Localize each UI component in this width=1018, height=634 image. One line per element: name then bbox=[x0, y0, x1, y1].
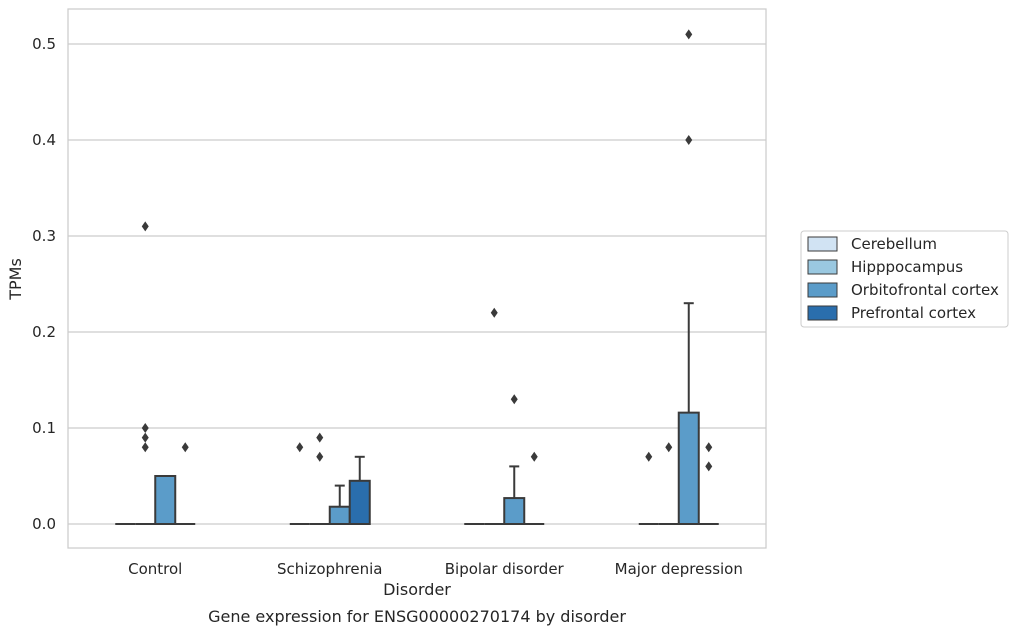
legend-label: Prefrontal cortex bbox=[851, 304, 976, 322]
outlier-point bbox=[490, 307, 498, 318]
y-tick-label: 0.2 bbox=[32, 323, 56, 341]
box bbox=[154, 475, 177, 525]
legend-swatch bbox=[807, 282, 838, 298]
x-axis-title: Disorder bbox=[383, 580, 451, 599]
outlier-point bbox=[530, 451, 538, 462]
y-tick-label: 0.5 bbox=[32, 35, 56, 53]
legend-frame bbox=[800, 230, 1009, 328]
box bbox=[503, 497, 526, 525]
chart-caption: Gene expression for ENSG00000270174 by d… bbox=[208, 607, 626, 626]
x-tick-label: Bipolar disorder bbox=[445, 560, 565, 578]
y-tick-label: 0.0 bbox=[32, 515, 56, 533]
boxes bbox=[115, 302, 719, 526]
box bbox=[328, 505, 351, 526]
outlier-point bbox=[685, 135, 693, 145]
outlier-point bbox=[316, 451, 324, 462]
outlier-point bbox=[141, 432, 149, 443]
plot-frame bbox=[67, 8, 767, 549]
outlier-point bbox=[296, 442, 304, 453]
y-axis-title: TPMs bbox=[6, 258, 25, 301]
y-tick-labels: 0.0 0.1 0.2 0.3 0.4 0.5 bbox=[32, 35, 56, 533]
outlier-point bbox=[316, 432, 324, 443]
outlier-point bbox=[141, 423, 149, 433]
legend-swatch bbox=[807, 236, 838, 252]
legend: Cerebellum Hipppocampus Orbitofrontal cort… bbox=[800, 230, 1009, 328]
outlier-point bbox=[705, 461, 713, 472]
x-tick-label: Control bbox=[128, 560, 182, 578]
outlier-point bbox=[645, 451, 653, 462]
outlier-point bbox=[685, 29, 693, 40]
outlier-point bbox=[510, 394, 518, 405]
x-tick-label: Major depression bbox=[615, 560, 743, 578]
box bbox=[348, 479, 371, 525]
legend-swatch bbox=[807, 305, 838, 321]
outlier-point bbox=[141, 442, 149, 453]
legend-label: Hipppocampus bbox=[851, 258, 963, 276]
outlier-point bbox=[141, 221, 149, 232]
gridlines bbox=[68, 43, 766, 525]
x-tick-label: Schizophrenia bbox=[277, 560, 382, 578]
outlier-point bbox=[181, 442, 189, 453]
outlier-point bbox=[665, 442, 673, 453]
legend-swatch bbox=[807, 259, 838, 275]
y-tick-label: 0.3 bbox=[32, 227, 56, 245]
y-tick-label: 0.4 bbox=[32, 131, 56, 149]
outlier-point bbox=[705, 442, 713, 453]
outliers bbox=[141, 29, 713, 472]
x-tick-labels: Control Schizophrenia Bipolar disorder Majo… bbox=[128, 560, 743, 578]
box bbox=[677, 411, 700, 526]
legend-label: Orbitofrontal cortex bbox=[851, 281, 999, 299]
legend-items: Cerebellum Hipppocampus Orbitofrontal cort… bbox=[807, 235, 999, 322]
legend-label: Cerebellum bbox=[851, 235, 937, 253]
y-tick-label: 0.1 bbox=[32, 419, 56, 437]
